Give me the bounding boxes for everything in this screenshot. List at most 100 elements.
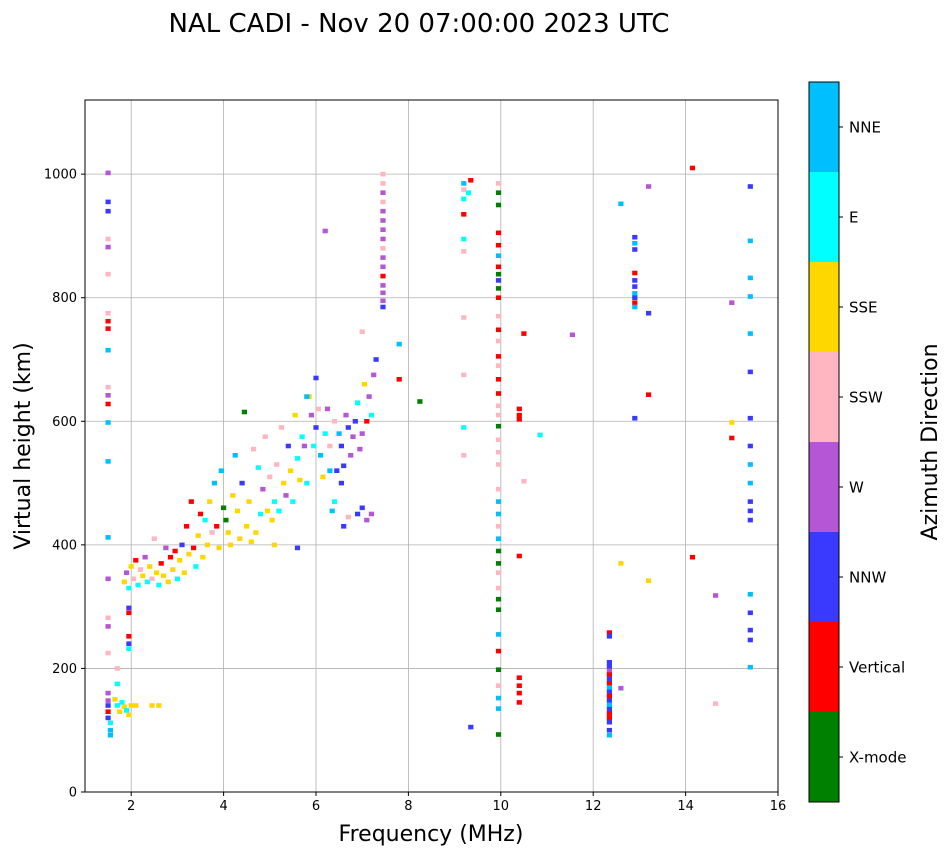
data-point (495, 242, 502, 248)
data-point (747, 592, 753, 597)
data-point (632, 295, 638, 300)
data-point (380, 218, 386, 223)
data-point (495, 570, 502, 575)
data-point (618, 201, 624, 207)
data-point (495, 354, 502, 359)
data-point (124, 570, 130, 575)
data-point (114, 666, 120, 671)
colorbar-segment (809, 82, 839, 172)
colorbar-tick-label: NNE (849, 119, 881, 137)
data-point (331, 499, 338, 504)
data-point (105, 715, 111, 721)
data-point (230, 493, 236, 498)
data-points (105, 165, 753, 738)
data-point (209, 530, 215, 535)
data-point (294, 456, 301, 461)
data-point (606, 634, 612, 639)
data-point (149, 576, 155, 582)
data-point (345, 425, 351, 430)
data-point (380, 298, 386, 304)
data-point (288, 468, 294, 473)
data-point (165, 579, 171, 585)
data-point (227, 542, 234, 548)
data-point (380, 255, 386, 260)
data-point (315, 406, 321, 412)
data-point (262, 434, 268, 439)
data-point (461, 372, 467, 378)
data-point (495, 596, 502, 602)
data-point (105, 401, 111, 407)
data-point (308, 412, 314, 418)
data-point (368, 412, 374, 418)
data-point (747, 517, 753, 523)
data-point (747, 369, 753, 375)
data-point (606, 660, 612, 665)
data-point (114, 703, 120, 708)
data-point (105, 385, 111, 390)
data-point (126, 646, 132, 651)
data-point (747, 499, 753, 504)
data-point (495, 202, 502, 208)
data-point (380, 264, 386, 270)
colorbar-segment (809, 172, 839, 262)
data-point (516, 690, 522, 696)
data-point (350, 434, 356, 439)
data-point (359, 431, 365, 436)
colorbar-segment (809, 712, 839, 802)
data-point (747, 627, 753, 633)
data-point (396, 341, 402, 347)
data-point (105, 236, 111, 242)
data-point (606, 685, 612, 690)
data-point (112, 697, 118, 702)
data-point (606, 727, 612, 733)
data-point (186, 551, 192, 557)
data-point (336, 431, 342, 436)
data-point (465, 190, 472, 195)
data-point (105, 347, 111, 353)
data-point (151, 536, 157, 541)
y-tick-label: 800 (52, 291, 77, 306)
data-point (329, 508, 335, 514)
data-point (318, 453, 324, 458)
data-point (618, 685, 624, 691)
data-point (461, 315, 467, 320)
data-point (269, 517, 275, 523)
data-point (461, 187, 467, 192)
data-point (124, 708, 130, 713)
data-point (105, 393, 111, 398)
data-point (747, 331, 753, 336)
x-tick-label: 16 (770, 799, 787, 814)
data-point (569, 332, 575, 338)
data-point (632, 291, 638, 296)
data-point (606, 706, 612, 712)
x-tick-label: 14 (677, 799, 694, 814)
data-point (495, 327, 502, 333)
data-point (516, 406, 522, 412)
data-point (204, 542, 210, 548)
data-point (380, 199, 386, 205)
data-point (130, 576, 137, 582)
data-point (380, 227, 386, 232)
data-point (255, 465, 261, 470)
data-point (126, 610, 132, 616)
data-point (495, 295, 502, 300)
data-point (495, 706, 502, 711)
data-point (292, 412, 298, 418)
data-point (211, 480, 217, 486)
data-point (260, 486, 266, 492)
data-point (207, 499, 213, 504)
data-point (516, 700, 522, 705)
data-point (264, 508, 271, 514)
data-point (348, 453, 354, 458)
data-point (747, 443, 753, 449)
y-tick-label: 1000 (44, 168, 77, 183)
data-point (729, 435, 735, 441)
colorbar-tick-label: E (849, 209, 858, 227)
data-point (618, 561, 624, 566)
data-point (163, 545, 169, 551)
data-point (225, 530, 231, 535)
data-point (380, 304, 386, 310)
data-point (234, 508, 241, 514)
data-point (495, 286, 502, 291)
data-point (105, 244, 111, 250)
